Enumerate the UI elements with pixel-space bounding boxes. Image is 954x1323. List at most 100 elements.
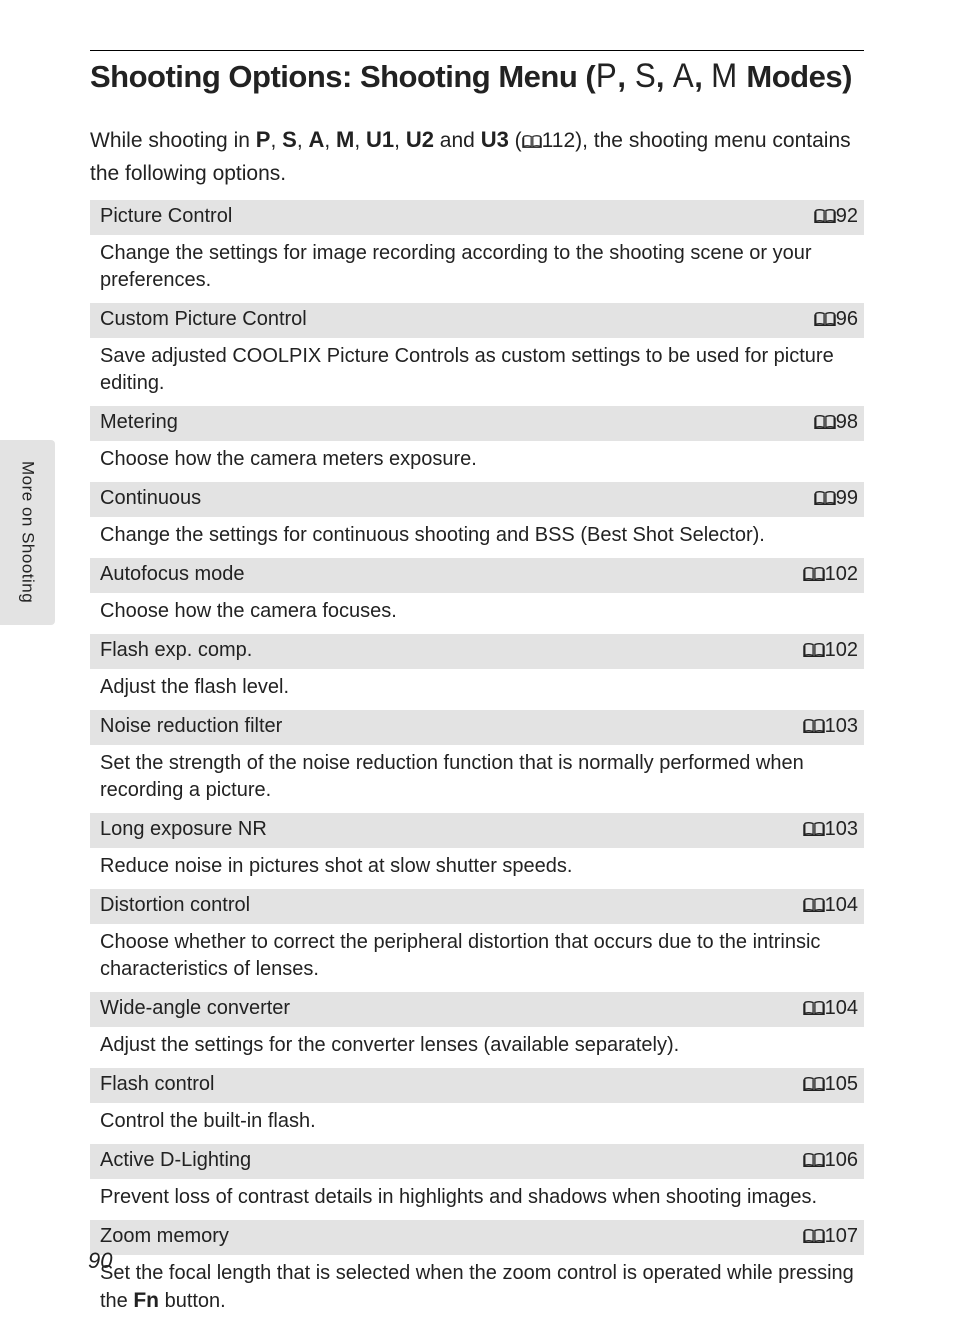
menu-item-name: Custom Picture Control	[100, 308, 307, 331]
intro-mode-s: S	[282, 127, 297, 152]
book-icon	[803, 1227, 825, 1250]
book-icon	[814, 310, 836, 333]
menu-item-header: Metering 98	[90, 405, 864, 441]
section-tab-label: More on Shooting	[18, 461, 38, 603]
title-suffix: Modes)	[738, 59, 852, 94]
intro-a: While shooting in	[90, 129, 256, 152]
fn-glyph: Fn	[133, 1289, 159, 1312]
section-tab: More on Shooting	[0, 440, 55, 625]
shooting-menu-list: Picture Control 92 Change the settings for…	[90, 199, 864, 1323]
mode-m-glyph: M	[712, 57, 738, 96]
intro-mode-u3: U3	[481, 127, 509, 152]
book-icon	[814, 413, 836, 436]
menu-item-header: Distortion control 104	[90, 888, 864, 924]
menu-item-header: Flash exp. comp. 102	[90, 633, 864, 669]
menu-item-desc: Change the settings for image recording …	[90, 235, 864, 302]
menu-item-name: Long exposure NR	[100, 818, 267, 841]
manual-page: More on Shooting Shooting Options: Shoot…	[0, 0, 954, 1314]
menu-item-desc: Save adjusted COOLPIX Picture Controls a…	[90, 338, 864, 405]
menu-item-desc: Adjust the settings for the converter le…	[90, 1027, 864, 1067]
book-icon	[803, 1075, 825, 1098]
menu-item-desc: Reduce noise in pictures shot at slow sh…	[90, 848, 864, 888]
menu-item-desc-b: button.	[159, 1290, 226, 1312]
menu-item-name: Active D-Lighting	[100, 1149, 251, 1172]
menu-item-page: 106	[825, 1149, 858, 1171]
book-icon	[803, 896, 825, 919]
menu-item-page: 102	[825, 639, 858, 661]
menu-item-name: Flash exp. comp.	[100, 639, 252, 662]
menu-item-name: Noise reduction filter	[100, 715, 282, 738]
mode-a-glyph: A	[673, 57, 693, 96]
intro-mode-m: M	[336, 127, 354, 152]
book-icon	[803, 717, 825, 740]
menu-item-page: 92	[836, 205, 858, 227]
menu-item-pageref: 103	[803, 715, 858, 740]
menu-item-header: Zoom memory 107	[90, 1219, 864, 1255]
book-icon	[803, 999, 825, 1022]
menu-item-header: Picture Control 92	[90, 199, 864, 235]
menu-item-page: 99	[836, 487, 858, 509]
mode-p-glyph: P	[596, 57, 616, 96]
menu-item-page: 104	[825, 894, 858, 916]
title-rule: Shooting Options: Shooting Menu (P, S, A…	[90, 50, 864, 96]
menu-item-name: Continuous	[100, 487, 201, 510]
menu-item-desc: Control the built-in flash.	[90, 1103, 864, 1143]
menu-item-pageref: 96	[814, 308, 858, 333]
book-icon	[803, 820, 825, 843]
menu-item-header: Wide-angle converter 104	[90, 991, 864, 1027]
menu-item-page: 103	[825, 818, 858, 840]
menu-item-name: Autofocus mode	[100, 563, 245, 586]
menu-item-desc: Set the focal length that is selected wh…	[90, 1255, 864, 1323]
menu-item-header: Autofocus mode 102	[90, 557, 864, 593]
menu-item-header: Noise reduction filter 103	[90, 709, 864, 745]
menu-item-pageref: 102	[803, 563, 858, 588]
menu-item-page: 107	[825, 1225, 858, 1247]
book-icon	[814, 207, 836, 230]
menu-item-page: 103	[825, 715, 858, 737]
menu-item-name: Zoom memory	[100, 1225, 229, 1248]
menu-item-page: 102	[825, 563, 858, 585]
page-number: 90	[88, 1248, 112, 1274]
menu-item-page: 104	[825, 997, 858, 1019]
title-prefix: Shooting Options: Shooting Menu (	[90, 59, 595, 94]
intro-ref: 112	[542, 129, 575, 152]
menu-item-name: Flash control	[100, 1073, 215, 1096]
menu-item-header: Long exposure NR 103	[90, 812, 864, 848]
menu-item-pageref: 92	[814, 205, 858, 230]
menu-item-desc: Adjust the flash level.	[90, 669, 864, 709]
menu-item-page: 105	[825, 1073, 858, 1095]
menu-item-name: Picture Control	[100, 205, 232, 228]
menu-item-pageref: 99	[814, 487, 858, 512]
book-icon	[803, 565, 825, 588]
menu-item-header: Continuous 99	[90, 481, 864, 517]
menu-item-desc: Prevent loss of contrast details in high…	[90, 1179, 864, 1219]
intro-mode-u1: U1	[366, 127, 394, 152]
book-icon	[803, 1151, 825, 1174]
menu-item-header: Custom Picture Control 96	[90, 302, 864, 338]
menu-item-name: Metering	[100, 411, 178, 434]
menu-item-desc: Change the settings for continuous shoot…	[90, 517, 864, 557]
menu-item-pageref: 107	[803, 1225, 858, 1250]
menu-item-name: Distortion control	[100, 894, 250, 917]
menu-item-pageref: 104	[803, 894, 858, 919]
menu-item-desc: Set the strength of the noise reduction …	[90, 745, 864, 812]
menu-item-pageref: 106	[803, 1149, 858, 1174]
menu-item-pageref: 98	[814, 411, 858, 436]
menu-item-desc: Choose how the camera meters exposure.	[90, 441, 864, 481]
menu-item-page: 98	[836, 411, 858, 433]
book-icon	[522, 128, 542, 158]
menu-item-header: Flash control 105	[90, 1067, 864, 1103]
intro-mode-p: P	[256, 127, 271, 152]
menu-item-pageref: 102	[803, 639, 858, 664]
menu-item-desc: Choose whether to correct the peripheral…	[90, 924, 864, 991]
menu-item-page: 96	[836, 308, 858, 330]
menu-item-pageref: 104	[803, 997, 858, 1022]
intro-mode-u2: U2	[406, 127, 434, 152]
menu-item-header: Active D-Lighting 106	[90, 1143, 864, 1179]
book-icon	[803, 641, 825, 664]
intro-text: While shooting in P, S, A, M, U1, U2 and…	[90, 124, 864, 189]
intro-mode-a: A	[308, 127, 324, 152]
menu-item-pageref: 103	[803, 818, 858, 843]
menu-item-name: Wide-angle converter	[100, 997, 290, 1020]
menu-item-pageref: 105	[803, 1073, 858, 1098]
